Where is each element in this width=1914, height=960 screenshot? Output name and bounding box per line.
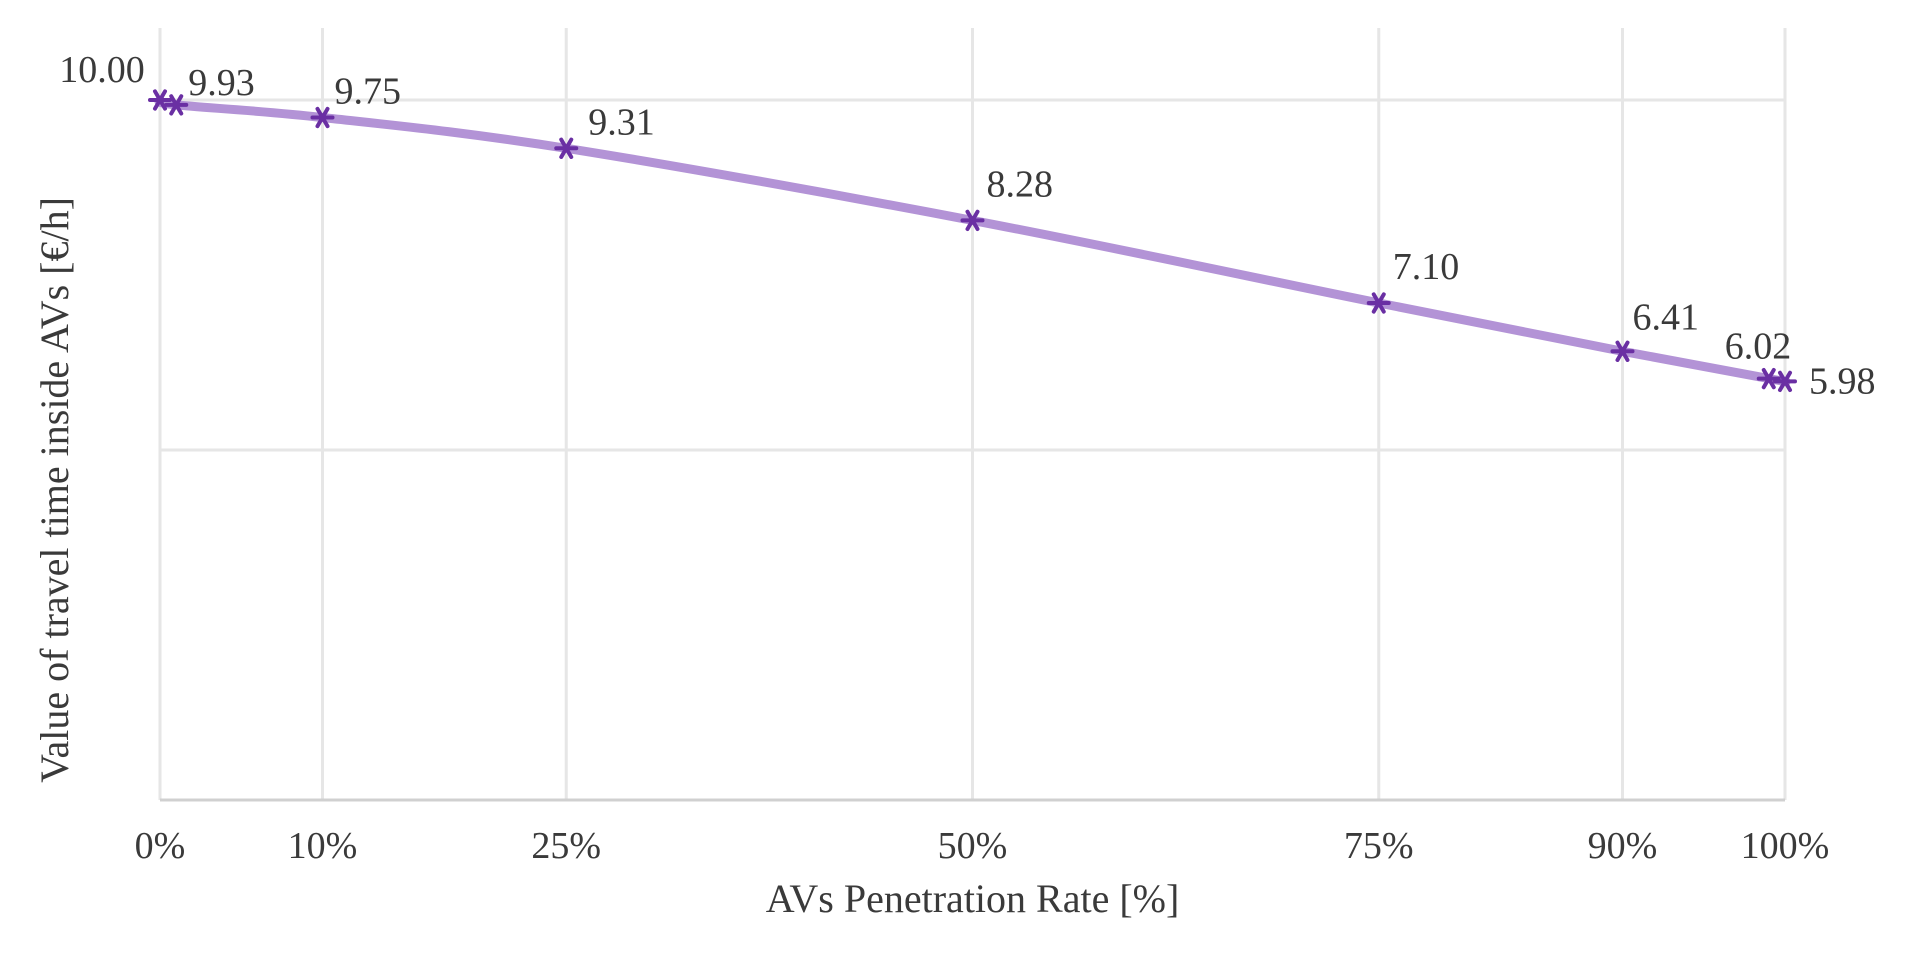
data-point-marker [1773, 370, 1797, 393]
data-point-marker [1756, 367, 1781, 390]
x-axis-title: AVs Penetration Rate [%] [766, 876, 1180, 921]
data-label: 10.00 [59, 49, 145, 91]
data-point-marker [148, 89, 172, 111]
x-tick-label: 75% [1344, 825, 1414, 867]
y-axis-title: Value of travel time inside AVs [€/h] [32, 197, 77, 783]
series [148, 89, 1797, 393]
data-label: 9.75 [335, 71, 402, 113]
data-label: 9.93 [188, 62, 255, 104]
axes: 0% 10% 25% 50% 75% 90% 100% [135, 798, 1830, 867]
x-tick-label: 25% [531, 825, 601, 867]
gridlines [158, 28, 1787, 800]
x-tick-label: 90% [1588, 825, 1658, 867]
x-tick-label: 0% [135, 825, 186, 867]
data-point-marker [554, 137, 579, 159]
data-label: 7.10 [1393, 246, 1460, 288]
data-label: 5.98 [1809, 360, 1876, 402]
data-labels: 10.00 9.93 9.75 9.31 8.28 7.10 6.41 6.02 5.98 [59, 49, 1875, 402]
data-label: 9.31 [588, 101, 655, 143]
data-point-marker [960, 209, 985, 232]
data-point-marker [1366, 292, 1391, 314]
data-label: 6.41 [1633, 296, 1700, 338]
data-label: 6.02 [1725, 326, 1792, 368]
data-point-marker [1610, 340, 1635, 362]
x-tick-label: 10% [288, 825, 358, 867]
x-tick-label: 50% [938, 825, 1008, 867]
data-point-marker [310, 106, 335, 129]
data-label: 8.28 [987, 163, 1054, 205]
x-tick-label: 100% [1741, 825, 1830, 867]
data-point-marker [164, 94, 189, 116]
